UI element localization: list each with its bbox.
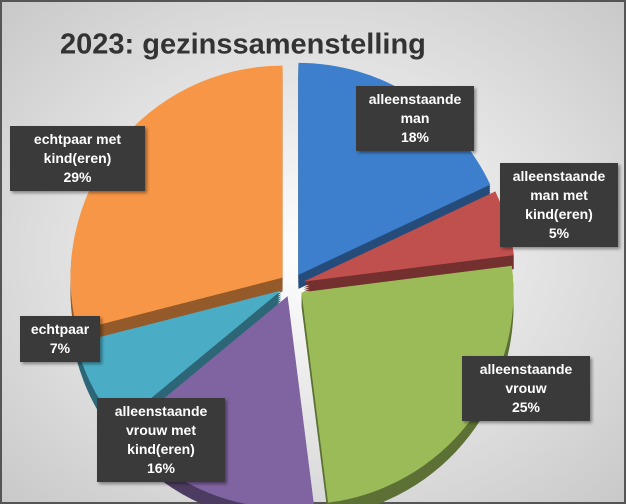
label-category: alleenstaande vrouw bbox=[479, 361, 573, 396]
label-category: alleenstaande vrouw met kind(eren) bbox=[114, 403, 208, 457]
data-label: echtpaar met kind(eren) 29% bbox=[10, 126, 145, 191]
label-value: 16% bbox=[146, 460, 176, 476]
data-label: alleenstaande vrouw met kind(eren) 16% bbox=[97, 398, 225, 482]
data-label: echtpaar 7% bbox=[20, 316, 100, 362]
chart-title: 2023: gezinssamenstelling bbox=[60, 29, 426, 61]
slice bbox=[303, 191, 514, 282]
label-category: echtpaar bbox=[30, 321, 90, 337]
data-label: alleenstaande man met kind(eren) 5% bbox=[500, 163, 618, 247]
slice bbox=[298, 62, 491, 275]
label-value: 25% bbox=[511, 399, 541, 415]
slice bbox=[75, 290, 282, 426]
label-category: alleenstaande man met kind(eren) bbox=[512, 168, 606, 222]
label-value: 29% bbox=[63, 169, 92, 185]
slice bbox=[70, 65, 283, 331]
data-label: alleenstaande vrouw 25% bbox=[462, 356, 590, 421]
label-category: alleenstaande man bbox=[368, 91, 462, 126]
label-category: echtpaar met kind(eren) bbox=[33, 131, 122, 166]
label-value: 5% bbox=[548, 225, 570, 241]
label-value: 7% bbox=[49, 340, 71, 356]
slice bbox=[301, 265, 514, 503]
data-label: alleenstaande man 18% bbox=[356, 86, 474, 151]
label-value: 18% bbox=[400, 129, 430, 145]
